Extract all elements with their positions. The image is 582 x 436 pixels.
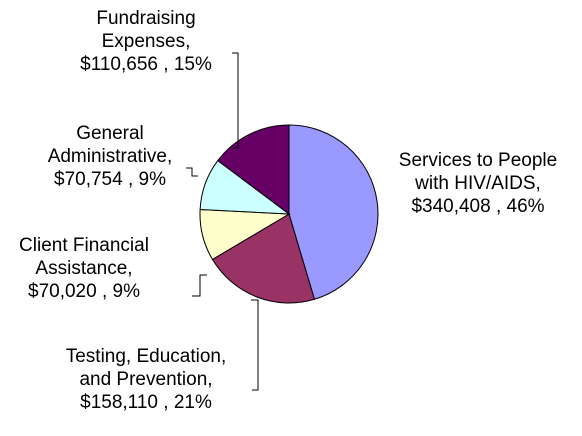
- pie-slice-1: [288, 124, 379, 300]
- pie-slice-5: [217, 124, 290, 216]
- data-label-3: Client Financial Assistance, $70,020 , 9%: [19, 235, 149, 302]
- data-label-2-line-2: and Prevention,: [79, 369, 212, 390]
- data-label-1-line-2: with HIV/AIDS,: [414, 173, 541, 194]
- data-label-3-line-2: Assistance,: [35, 258, 132, 279]
- leader-line-3: [192, 274, 207, 297]
- leader-line-4: [186, 167, 198, 177]
- leader-lines: [186, 52, 259, 391]
- data-label-4: General Administrative, $70,754 , 9%: [48, 123, 173, 190]
- data-label-1-line-3: $340,408 , 46%: [411, 196, 544, 217]
- data-label-2: Testing, Education, and Prevention, $158,1…: [66, 346, 227, 413]
- data-label-2-line-1: Testing, Education,: [66, 346, 227, 367]
- data-label-2-line-3: $158,110 , 21%: [80, 392, 212, 413]
- pie-slices: [199, 124, 379, 304]
- data-label-3-line-3: $70,020 , 9%: [28, 281, 140, 302]
- data-label-3-line-1: Client Financial: [19, 235, 149, 256]
- data-label-4-line-1: General: [76, 123, 144, 144]
- data-label-1: Services to People with HIV/AIDS, $340,408…: [399, 150, 557, 217]
- data-label-4-line-2: Administrative,: [48, 146, 173, 167]
- leader-line-2: [251, 299, 259, 391]
- data-label-5-line-3: $110,656 , 15%: [80, 54, 212, 75]
- data-label-4-line-3: $70,754 , 9%: [54, 169, 166, 190]
- data-label-1-line-1: Services to People: [399, 150, 557, 171]
- leader-line-5: [232, 52, 239, 149]
- data-label-5-line-2: Expenses,: [102, 31, 191, 52]
- slice-labels: Services to People with HIV/AIDS, $340,408…: [19, 8, 557, 413]
- data-label-5-line-1: Fundraising: [96, 8, 195, 29]
- pie-slice-2: [211, 213, 316, 304]
- data-label-5: Fundraising Expenses, $110,656 , 15%: [80, 8, 212, 75]
